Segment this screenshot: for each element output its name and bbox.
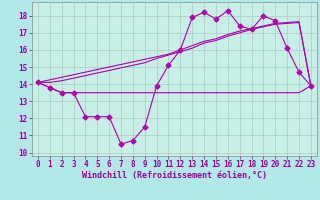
X-axis label: Windchill (Refroidissement éolien,°C): Windchill (Refroidissement éolien,°C) — [82, 171, 267, 180]
